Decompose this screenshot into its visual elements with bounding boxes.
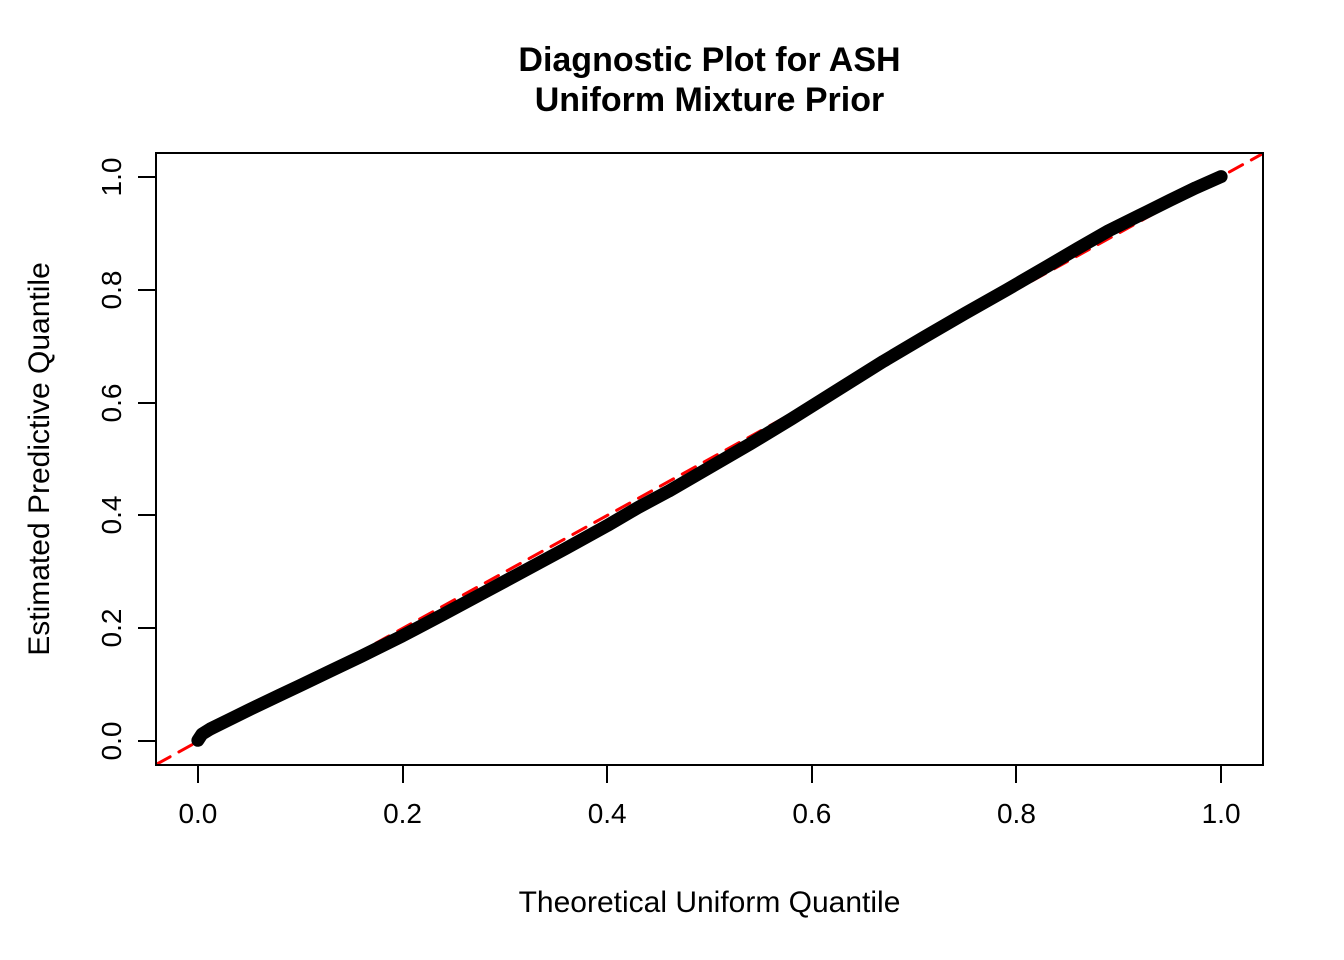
chart-title-line-2: Uniform Mixture Prior	[534, 81, 885, 119]
x-axis-tick-label: 0.2	[383, 798, 423, 829]
y-axis-tick	[138, 288, 155, 291]
estimated-predictive-quantile-curve	[191, 170, 1228, 747]
y-axis-tick	[138, 740, 155, 743]
x-axis-tick-label: 0.6	[792, 798, 832, 829]
y-axis-tick-label: 1.0	[96, 157, 127, 197]
y-axis-tick	[138, 401, 155, 404]
x-axis-tick	[1015, 766, 1018, 783]
x-axis-tick	[401, 766, 404, 783]
y-axis-tick-label: 0.6	[96, 383, 127, 422]
plot-area	[155, 152, 1264, 766]
chart-title-line-1: Diagnostic Plot for ASH	[518, 41, 901, 79]
x-axis-tick	[196, 766, 199, 783]
x-axis-tick	[810, 766, 813, 783]
y-axis-tick-label: 0.8	[96, 270, 127, 310]
x-axis-tick-label: 0.8	[996, 798, 1036, 829]
x-axis-tick-label: 0.0	[178, 798, 218, 829]
x-axis-title: Theoretical Uniform Quantile	[518, 886, 901, 919]
x-axis-tick	[1220, 766, 1223, 783]
y-axis-tick	[138, 627, 155, 630]
y-axis-tick-label: 0.0	[96, 721, 127, 761]
y-axis-tick	[138, 514, 155, 517]
y-axis-tick	[138, 175, 155, 178]
y-axis-tick-label: 0.2	[96, 608, 127, 648]
x-axis-tick	[606, 766, 609, 783]
x-axis-tick-label: 0.4	[587, 798, 627, 829]
chart-title: Diagnostic Plot for ASH Uniform Mixture …	[157, 40, 1262, 120]
plot-canvas	[157, 154, 1262, 764]
y-axis-tick-label: 0.4	[96, 496, 127, 535]
x-axis-tick-label: 1.0	[1201, 798, 1241, 829]
y-axis-title: Estimated Predictive Quantile	[23, 262, 56, 656]
